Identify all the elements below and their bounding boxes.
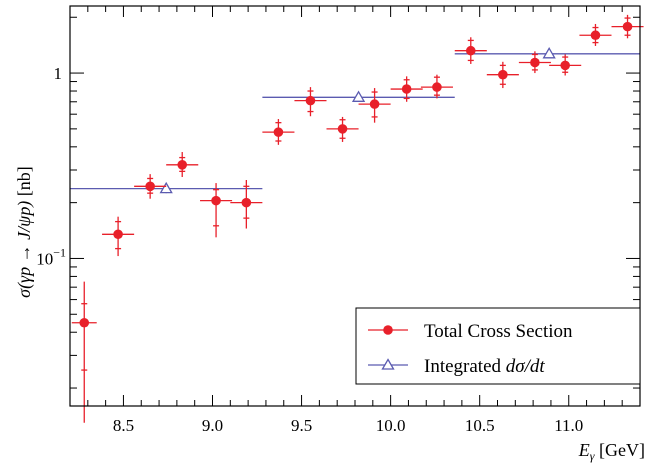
total-marker <box>401 84 412 94</box>
integrated-marker <box>542 47 556 59</box>
total-marker <box>465 45 476 56</box>
integrated-marker <box>159 181 173 194</box>
total-marker <box>498 69 508 80</box>
legend-entry-total: Total Cross Section <box>368 321 573 342</box>
total-marker <box>211 195 221 206</box>
data-point-total <box>326 116 359 142</box>
y-axis-title: σ(γp → J/ψp) [nb] <box>14 166 35 298</box>
legend-marker-total <box>383 325 393 335</box>
data-point-total <box>486 61 519 89</box>
y-axis-process: γp → J/ψp <box>14 207 34 283</box>
y-axis-close: ) <box>14 201 35 208</box>
y-axis-sigma: σ( <box>14 282 35 298</box>
legend: Total Cross Section Integrated dσ/dt <box>355 307 641 385</box>
data-point-integrated <box>70 181 263 194</box>
total-marker <box>273 127 284 137</box>
data-point-total <box>166 152 199 178</box>
y-tick-base: 10 <box>36 249 53 268</box>
total-marker <box>113 229 123 240</box>
legend-label-integrated-plain: Integrated <box>424 356 506 377</box>
data-point-total <box>518 51 551 74</box>
total-marker <box>337 124 348 134</box>
data-point-total <box>390 76 423 102</box>
total-marker <box>241 197 252 208</box>
x-tick-label: 9.5 <box>291 416 312 435</box>
data-point-integrated <box>454 47 640 59</box>
total-marker <box>145 181 155 192</box>
data-point-total <box>71 281 97 423</box>
x-axis-subscript: γ <box>590 449 595 463</box>
x-axis-symbol: E <box>578 440 590 460</box>
legend-marker-integrated <box>381 358 395 370</box>
y-tick-base: 1 <box>54 64 63 83</box>
x-tick-label: 9.0 <box>202 416 223 435</box>
data-point-total <box>200 183 233 238</box>
total-marker <box>530 57 540 68</box>
data-point-total <box>230 179 263 229</box>
x-tick-label: 10.5 <box>465 416 495 435</box>
total-marker <box>369 99 380 109</box>
y-tick-exponent: −1 <box>53 245 66 259</box>
x-tick-label: 10.0 <box>376 416 406 435</box>
y-axis-unit: [nb] <box>14 166 34 201</box>
data-point-total <box>579 23 612 46</box>
y-tick-label: 10−1 <box>36 245 66 268</box>
legend-label-integrated: Integrated dσ/dt <box>424 356 545 377</box>
integrated-marker <box>351 90 366 102</box>
total-marker <box>177 160 188 170</box>
legend-label-total: Total Cross Section <box>424 321 573 342</box>
total-marker <box>622 21 633 32</box>
data-point-total <box>102 216 135 257</box>
total-marker <box>432 82 442 92</box>
legend-box <box>355 307 641 385</box>
data-point-total <box>420 74 453 99</box>
data-point-total <box>358 88 391 123</box>
x-axis-title: Eγ [GeV] <box>578 440 645 463</box>
data-point-total <box>294 87 327 117</box>
data-point-total <box>611 14 644 39</box>
data-point-total <box>454 37 487 64</box>
plot-area <box>70 14 644 423</box>
y-tick-label: 1 <box>54 64 63 83</box>
legend-entry-integrated: Integrated dσ/dt <box>368 356 545 377</box>
x-axis-unit: [GeV] <box>595 440 645 460</box>
data-point-integrated <box>262 90 455 102</box>
data-point-total <box>134 174 167 199</box>
total-marker <box>590 30 601 41</box>
data-point-total <box>549 54 582 76</box>
x-tick-label: 11.0 <box>554 416 583 435</box>
x-tick-label: 8.5 <box>113 416 134 435</box>
axis-ticks: 8.5 9.0 9.5 10.0 10.5 11.0 10−1 1 <box>36 6 641 435</box>
total-marker <box>305 95 316 106</box>
legend-label-integrated-italic: dσ/dt <box>506 356 546 377</box>
total-marker <box>79 317 90 328</box>
total-marker <box>560 60 570 71</box>
data-point-total <box>262 119 295 145</box>
